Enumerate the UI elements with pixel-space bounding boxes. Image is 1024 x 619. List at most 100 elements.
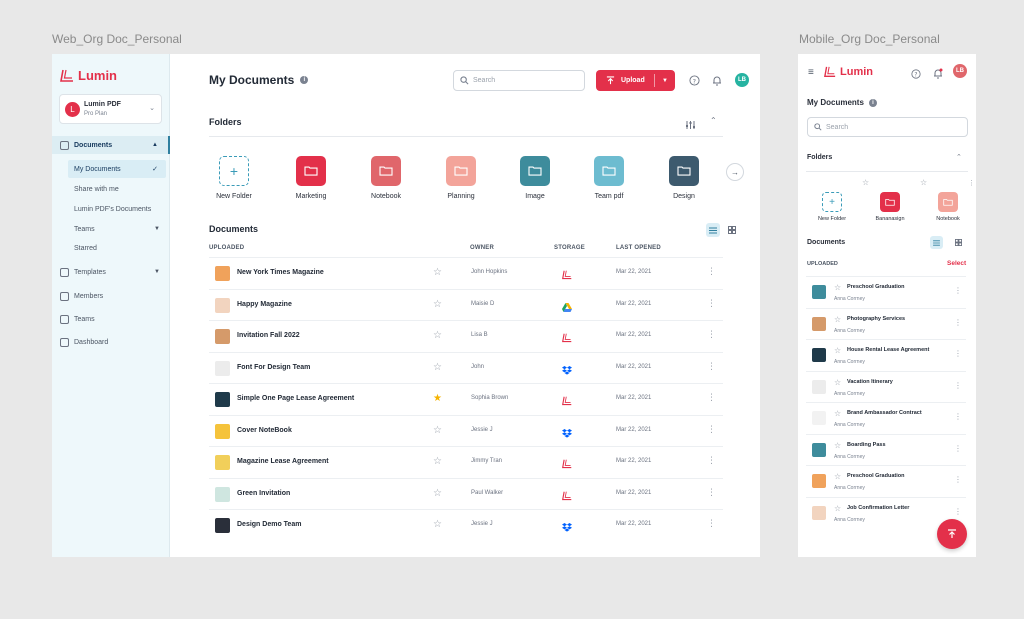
mobile-folder-notebook[interactable]: ☆ Notebook bbox=[920, 178, 970, 222]
star-icon[interactable]: ☆ bbox=[834, 283, 842, 292]
user-avatar[interactable]: LB bbox=[735, 73, 749, 87]
star-icon[interactable]: ☆ bbox=[834, 377, 842, 387]
document-name[interactable]: Font For Design Team bbox=[237, 363, 311, 371]
star-icon[interactable]: ☆ bbox=[433, 519, 442, 530]
star-icon[interactable]: ☆ bbox=[433, 424, 442, 436]
table-row[interactable]: Font For Design Team ☆ John Mar 22, 2021… bbox=[209, 351, 723, 383]
star-icon[interactable]: ☆ bbox=[834, 409, 842, 418]
mobile-column-uploaded[interactable]: UPLOADED bbox=[807, 261, 838, 267]
star-icon[interactable]: ☆ bbox=[920, 178, 928, 187]
folder-planning[interactable]: Planning bbox=[436, 156, 486, 200]
mobile-lumin-logo[interactable]: Lumin bbox=[824, 66, 873, 78]
list-item[interactable]: ☆ Photography Services Anna Corrney ⋮ bbox=[806, 307, 966, 339]
more-options-icon[interactable]: ⋮ bbox=[954, 506, 962, 516]
table-row[interactable]: Design Demo Team ☆ Jessie J Mar 22, 2021… bbox=[209, 509, 723, 540]
grid-view-icon[interactable] bbox=[725, 223, 739, 237]
search-input[interactable]: Search bbox=[453, 70, 585, 91]
document-name[interactable]: Invitation Fall 2022 bbox=[237, 332, 300, 339]
document-name[interactable]: Happy Magazine bbox=[237, 300, 292, 308]
more-options-icon[interactable]: ⋮ bbox=[954, 412, 962, 421]
table-row[interactable]: Simple One Page Lease Agreement ★ Sophia… bbox=[209, 383, 723, 414]
list-item[interactable]: ☆ Preschool Graduation Anna Corrney ⋮ bbox=[806, 465, 966, 496]
more-options-icon[interactable]: ⋮ bbox=[707, 455, 716, 465]
select-button[interactable]: Select bbox=[947, 260, 967, 267]
folder-design[interactable]: Design bbox=[659, 156, 709, 200]
star-icon[interactable]: ☆ bbox=[433, 361, 442, 373]
list-view-icon[interactable] bbox=[930, 236, 943, 249]
folder-notebook[interactable]: Notebook bbox=[361, 156, 411, 200]
more-options-icon[interactable]: ⋮ bbox=[707, 518, 716, 528]
folder-image[interactable]: Image bbox=[510, 156, 560, 200]
column-storage[interactable]: STORAGE bbox=[554, 245, 585, 251]
document-name[interactable]: House Rental Lease Agreement bbox=[847, 347, 930, 353]
more-options-icon[interactable]: ⋮ bbox=[707, 392, 716, 402]
more-options-icon[interactable]: ⋮ bbox=[954, 380, 962, 390]
more-options-icon[interactable]: ⋮ bbox=[968, 180, 975, 187]
table-row[interactable]: Magazine Lease Agreement ☆ Jimmy Tran Ma… bbox=[209, 446, 723, 477]
sidebar-item-teams[interactable]: Teams bbox=[52, 310, 170, 328]
more-options-icon[interactable]: ⋮ bbox=[707, 329, 716, 339]
info-icon[interactable]: i bbox=[300, 76, 309, 84]
document-name[interactable]: Vacation Itinerary bbox=[847, 378, 893, 385]
caret-down-icon[interactable]: ▼ bbox=[662, 77, 668, 84]
star-icon[interactable]: ☆ bbox=[433, 456, 442, 467]
star-icon[interactable]: ☆ bbox=[834, 503, 842, 513]
help-icon[interactable]: ? bbox=[911, 66, 921, 84]
list-item[interactable]: ☆ House Rental Lease Agreement Anna Corr… bbox=[806, 339, 966, 370]
star-icon[interactable]: ☆ bbox=[862, 178, 870, 187]
more-options-icon[interactable]: ⋮ bbox=[707, 423, 716, 434]
upload-button[interactable]: Upload ▼ bbox=[596, 70, 675, 91]
column-uploaded[interactable]: UPLOADED bbox=[209, 245, 245, 251]
more-options-icon[interactable]: ⋮ bbox=[707, 266, 716, 276]
table-row[interactable]: New York Times Magazine ☆ John Hopkins M… bbox=[209, 257, 723, 288]
star-icon[interactable]: ☆ bbox=[433, 267, 442, 278]
chevron-up-icon[interactable]: ⌃ bbox=[956, 154, 962, 161]
folder-new-folder[interactable]: + New Folder bbox=[209, 156, 259, 200]
list-item[interactable]: ☆ Boarding Pass Anna Corrney ⋮ bbox=[806, 433, 966, 465]
document-name[interactable]: Brand Ambassador Contract bbox=[847, 410, 922, 416]
more-options-icon[interactable]: ⋮ bbox=[707, 360, 716, 371]
list-item[interactable]: ☆ Vacation Itinerary Anna Corrney ⋮ bbox=[806, 370, 966, 402]
star-icon[interactable]: ☆ bbox=[834, 440, 842, 450]
star-icon[interactable]: ☆ bbox=[834, 346, 842, 355]
more-options-icon[interactable]: ⋮ bbox=[954, 349, 962, 358]
document-name[interactable]: Preschool Graduation bbox=[847, 284, 905, 290]
document-name[interactable]: Cover NoteBook bbox=[237, 426, 292, 434]
sidebar-item-lumin-pdf-s-documents[interactable]: Lumin PDF's Documents bbox=[52, 200, 170, 218]
table-row[interactable]: Green Invitation ☆ Paul Walker Mar 22, 2… bbox=[209, 477, 723, 509]
more-options-icon[interactable]: ⋮ bbox=[954, 317, 962, 327]
column-owner[interactable]: OWNER bbox=[470, 245, 494, 251]
sidebar-item-share-with-me[interactable]: Share with me bbox=[52, 180, 170, 198]
star-icon[interactable]: ☆ bbox=[834, 472, 842, 481]
lumin-logo[interactable]: Lumin bbox=[60, 68, 117, 83]
list-item[interactable]: ☆ Job Confirmation Letter Anna Corrney ⋮ bbox=[806, 496, 966, 528]
table-row[interactable]: Cover NoteBook ☆ Jessie J Mar 22, 2021 ⋮ bbox=[209, 414, 723, 446]
arrow-right-icon[interactable]: → bbox=[726, 163, 744, 181]
bell-icon[interactable] bbox=[933, 66, 943, 84]
chevron-up-icon[interactable]: ⌃ bbox=[710, 116, 717, 125]
list-view-icon[interactable] bbox=[706, 223, 720, 237]
folder-team-pdf[interactable]: Team pdf bbox=[584, 156, 634, 200]
help-icon[interactable]: ? bbox=[689, 75, 700, 89]
star-icon[interactable]: ☆ bbox=[433, 487, 442, 499]
grid-view-icon[interactable] bbox=[952, 236, 965, 249]
more-options-icon[interactable]: ⋮ bbox=[707, 297, 716, 308]
more-options-icon[interactable]: ⋮ bbox=[707, 486, 716, 497]
document-name[interactable]: Boarding Pass bbox=[847, 441, 886, 448]
filter-icon[interactable] bbox=[685, 117, 696, 135]
info-icon[interactable]: i bbox=[868, 98, 877, 107]
column-last-opened[interactable]: LAST OPENED bbox=[616, 245, 661, 251]
star-icon[interactable]: ☆ bbox=[834, 314, 842, 324]
table-row[interactable]: Invitation Fall 2022 ☆ Lisa B Mar 22, 20… bbox=[209, 320, 723, 351]
document-name[interactable]: Design Demo Team bbox=[237, 521, 302, 528]
mobile-search-input[interactable]: Search bbox=[807, 117, 968, 137]
mobile-folder-bananasign[interactable]: ☆ Bananasign bbox=[862, 178, 912, 222]
user-avatar[interactable]: LB bbox=[953, 64, 967, 78]
mobile-folder-new-folder[interactable]: + New Folder bbox=[810, 192, 854, 222]
upload-fab-button[interactable] bbox=[937, 519, 967, 549]
table-row[interactable]: Happy Magazine ☆ Maisie D Mar 22, 2021 ⋮ bbox=[209, 288, 723, 320]
sidebar-item-dashboard[interactable]: Dashboard bbox=[52, 333, 170, 351]
folder-marketing[interactable]: Marketing bbox=[286, 156, 336, 200]
document-name[interactable]: Preschool Graduation bbox=[847, 473, 905, 479]
sidebar-item-templates[interactable]: Templates ▼ bbox=[52, 263, 170, 281]
